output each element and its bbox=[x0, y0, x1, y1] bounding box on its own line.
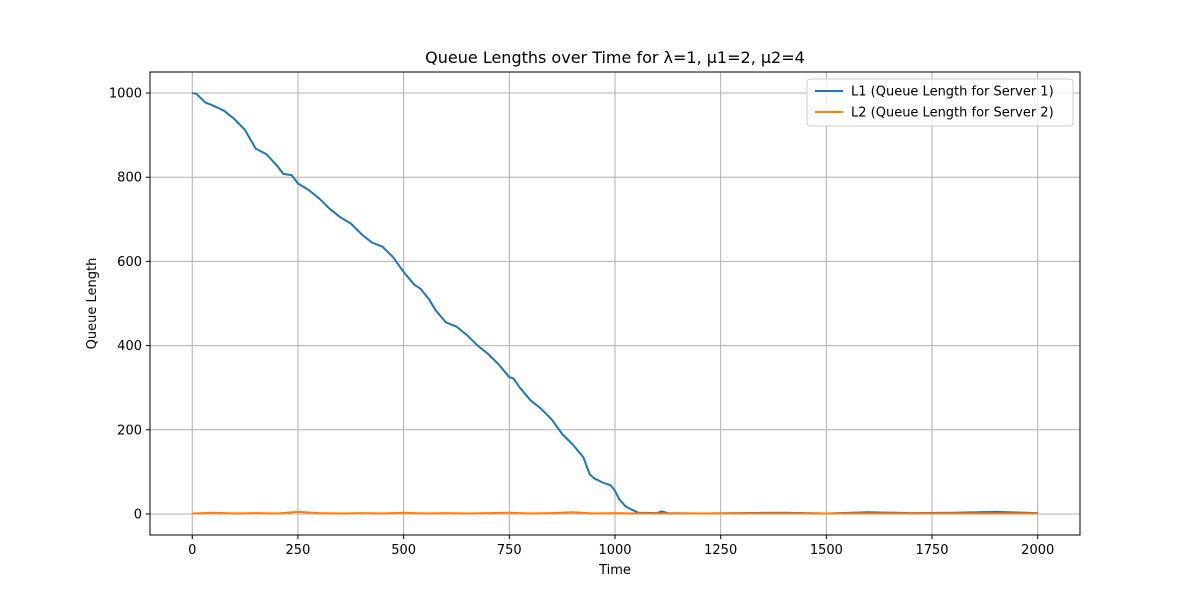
y-tick-label: 0 bbox=[134, 507, 142, 522]
y-tick-label: 800 bbox=[117, 171, 142, 186]
legend-label-2: L2 (Queue Length for Server 2) bbox=[851, 106, 1054, 121]
y-tick-label: 1000 bbox=[109, 87, 142, 102]
series-line-2 bbox=[192, 510, 1038, 515]
legend: L1 (Queue Length for Server 1) L2 (Queue … bbox=[806, 78, 1074, 127]
x-axis-label: Time bbox=[598, 563, 631, 578]
x-tick-label: 1000 bbox=[598, 543, 631, 558]
legend-label-1: L1 (Queue Length for Server 1) bbox=[851, 85, 1054, 100]
series-line-1 bbox=[192, 92, 1038, 515]
x-tick-label: 1500 bbox=[810, 543, 843, 558]
chart-title: Queue Lengths over Time for λ=1, μ1=2, μ… bbox=[425, 48, 805, 67]
y-axis-label: Queue Length bbox=[85, 258, 100, 350]
y-tick-label: 400 bbox=[117, 339, 142, 354]
x-tick-label: 750 bbox=[497, 543, 522, 558]
x-tick-label: 0 bbox=[188, 543, 196, 558]
x-tick-label: 1750 bbox=[915, 543, 948, 558]
x-tick-label: 1250 bbox=[704, 543, 737, 558]
series-layer bbox=[192, 92, 1038, 515]
x-tick-label: 2000 bbox=[1021, 543, 1054, 558]
x-tick-label: 500 bbox=[391, 543, 416, 558]
ticks: 0 250 500 750 1000 1250 1500 1750 2000 0 200 400 600… bbox=[109, 87, 1054, 558]
y-tick-label: 200 bbox=[117, 423, 142, 438]
x-tick-label: 250 bbox=[286, 543, 311, 558]
legend-box bbox=[806, 78, 1074, 127]
y-tick-label: 600 bbox=[117, 255, 142, 270]
